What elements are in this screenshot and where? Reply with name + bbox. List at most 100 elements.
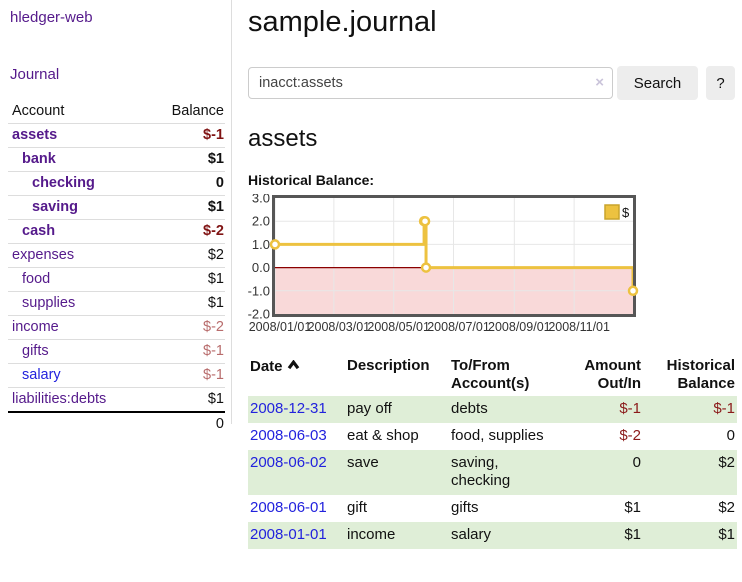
svg-text:2008/11/01: 2008/11/01 — [548, 320, 610, 334]
account-link-food[interactable]: food — [22, 271, 51, 287]
transaction-date-link[interactable]: 2008-06-03 — [250, 427, 327, 444]
account-link-checking[interactable]: checking — [32, 175, 95, 191]
svg-text:-1.0: -1.0 — [248, 283, 270, 298]
account-link-income[interactable]: income — [12, 319, 59, 335]
historical-balance-chart: $3.0 2.0 1.0 0.0 -1.0 -2.0 2008/01/01 2008/03/0… — [248, 191, 737, 342]
search-form: × Search ? — [248, 66, 737, 100]
account-link-gifts[interactable]: gifts — [22, 343, 49, 359]
account-link-cash[interactable]: cash — [22, 223, 56, 239]
account-balance: $1 — [145, 291, 225, 316]
column-header-date[interactable]: Date — [248, 355, 345, 396]
account-link-salary[interactable]: salary — [22, 367, 61, 383]
transaction-balance: $1 — [718, 526, 735, 543]
transaction-balance: 0 — [726, 427, 735, 444]
app-title-link[interactable]: hledger-web — [10, 9, 93, 26]
svg-text:2008/01/01: 2008/01/01 — [249, 320, 312, 334]
account-balance: $1 — [145, 147, 225, 172]
svg-text:2008/05/01: 2008/05/01 — [367, 320, 430, 334]
account-balance: $1 — [145, 195, 225, 220]
column-header-description[interactable]: Description — [347, 357, 430, 374]
account-link-expenses[interactable]: expenses — [12, 247, 75, 263]
svg-text:2008/03/01: 2008/03/01 — [308, 320, 371, 334]
transaction-accounts: salary — [451, 526, 492, 543]
transaction-amount: $1 — [624, 526, 641, 543]
transaction-date-link[interactable]: 2008-01-01 — [250, 526, 327, 543]
register-row: 2008-12-31 pay off debts $-1 $-1 — [248, 396, 737, 423]
column-header-amount[interactable]: Amount Out/In — [584, 357, 641, 392]
register-table: Date Description To/From Account(s) Amou… — [248, 355, 737, 549]
clear-search-icon[interactable]: × — [595, 74, 604, 91]
accounts-total-value: 0 — [145, 411, 225, 436]
account-row: expenses $2 — [8, 243, 225, 268]
account-heading: assets — [248, 125, 318, 152]
account-balance: $1 — [145, 387, 225, 413]
account-link-assets[interactable]: assets — [12, 127, 58, 143]
register-row: 2008-06-01 gift gifts $1 $2 — [248, 495, 737, 522]
account-row: liabilities:debts $1 — [8, 387, 225, 413]
help-button[interactable]: ? — [706, 66, 735, 100]
column-header-balance[interactable]: Historical Balance — [666, 357, 735, 392]
transaction-date-link[interactable]: 2008-06-02 — [250, 454, 327, 471]
account-balance: $-1 — [145, 123, 225, 148]
page-title: sample.journal — [248, 6, 437, 38]
account-row: checking 0 — [8, 171, 225, 196]
transaction-accounts: saving, checking — [451, 454, 511, 489]
account-link-supplies[interactable]: supplies — [22, 295, 76, 311]
transaction-description: income — [347, 526, 396, 543]
transaction-description: eat & shop — [347, 427, 419, 444]
search-input[interactable] — [248, 67, 613, 99]
accounts-total-row: 0 — [8, 411, 225, 436]
account-balance: $-1 — [145, 339, 225, 364]
transaction-amount: 0 — [632, 454, 641, 471]
svg-text:0.0: 0.0 — [252, 260, 270, 275]
register-row: 2008-06-02 save saving, checking 0 $2 — [248, 450, 737, 495]
sidebar-item-journal[interactable]: Journal — [10, 66, 60, 83]
column-header-accounts[interactable]: To/From Account(s) — [451, 357, 530, 392]
svg-text:2.0: 2.0 — [252, 214, 270, 229]
svg-text:1.0: 1.0 — [252, 237, 270, 252]
account-row: assets $-1 — [8, 123, 225, 148]
account-row: supplies $1 — [8, 291, 225, 316]
account-link-liabilities-debts[interactable]: liabilities:debts — [12, 391, 107, 407]
search-button[interactable]: Search — [617, 66, 698, 100]
transaction-amount: $-1 — [619, 400, 641, 417]
transaction-balance: $2 — [718, 454, 735, 471]
account-row: food $1 — [8, 267, 225, 292]
transaction-accounts: debts — [451, 400, 488, 417]
transaction-accounts: food, supplies — [451, 427, 544, 444]
transaction-balance: $-1 — [713, 400, 735, 417]
accounts-table: Account Balance assets $-1 bank $1 checkin… — [8, 100, 225, 436]
accounts-header-balance: Balance — [145, 100, 225, 124]
account-row: bank $1 — [8, 147, 225, 172]
transaction-balance: $2 — [718, 499, 735, 516]
transaction-description: gift — [347, 499, 368, 516]
register-header-row: Date Description To/From Account(s) Amou… — [248, 355, 737, 396]
account-balance: $-2 — [145, 315, 225, 340]
account-link-saving[interactable]: saving — [32, 199, 78, 215]
account-link-bank[interactable]: bank — [22, 151, 56, 167]
sort-asc-icon — [287, 357, 300, 375]
transaction-description: pay off — [347, 400, 392, 417]
register-row: 2008-01-01 income salary $1 $1 — [248, 522, 737, 549]
account-row: income $-2 — [8, 315, 225, 340]
account-row: saving $1 — [8, 195, 225, 220]
svg-text:3.0: 3.0 — [252, 194, 270, 206]
sidebar: hledger-web Journal Account Balance asse… — [0, 0, 232, 436]
transaction-accounts: gifts — [451, 499, 479, 516]
svg-text:$: $ — [622, 205, 630, 220]
account-balance: $-2 — [145, 219, 225, 244]
svg-text:2008/07/01: 2008/07/01 — [427, 320, 490, 334]
account-balance: $1 — [145, 267, 225, 292]
transaction-amount: $-2 — [619, 427, 641, 444]
accounts-header-account: Account — [8, 100, 145, 124]
svg-text:-2.0: -2.0 — [248, 307, 270, 322]
transaction-amount: $1 — [624, 499, 641, 516]
transaction-description: save — [347, 454, 379, 471]
transaction-date-link[interactable]: 2008-06-01 — [250, 499, 327, 516]
transaction-date-link[interactable]: 2008-12-31 — [250, 400, 327, 417]
account-balance: 0 — [145, 171, 225, 196]
account-row: salary $-1 — [8, 363, 225, 388]
register-row: 2008-06-03 eat & shop food, supplies $-2… — [248, 423, 737, 450]
account-row: cash $-2 — [8, 219, 225, 244]
main-content: sample.journal × Search ? assets Histori… — [248, 0, 737, 549]
